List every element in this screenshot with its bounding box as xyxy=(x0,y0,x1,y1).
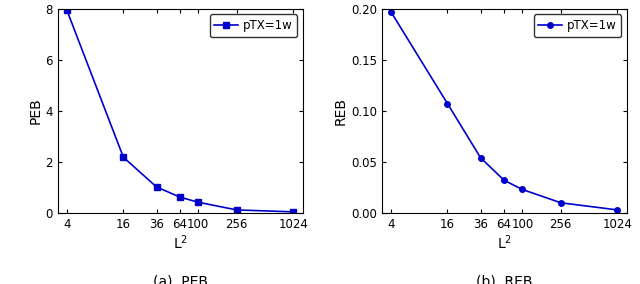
pTX=1w xyxy=(518,188,526,191)
pTX=1w xyxy=(477,156,484,160)
pTX=1w xyxy=(233,208,241,212)
Line: pTX=1w: pTX=1w xyxy=(388,9,620,213)
pTX=1w xyxy=(120,156,127,159)
Line: pTX=1w: pTX=1w xyxy=(64,7,296,215)
pTX=1w xyxy=(63,8,70,11)
X-axis label: L$^2$: L$^2$ xyxy=(173,234,188,252)
pTX=1w xyxy=(176,195,184,199)
pTX=1w xyxy=(153,185,161,189)
pTX=1w xyxy=(444,102,451,105)
pTX=1w xyxy=(500,179,508,182)
pTX=1w xyxy=(614,208,621,212)
pTX=1w xyxy=(289,210,297,214)
Y-axis label: REB: REB xyxy=(334,97,348,125)
X-axis label: L$^2$: L$^2$ xyxy=(497,234,512,252)
Text: (a)  PEB: (a) PEB xyxy=(153,274,208,284)
Y-axis label: PEB: PEB xyxy=(28,97,42,124)
Legend: pTX=1w: pTX=1w xyxy=(534,14,621,37)
pTX=1w xyxy=(387,10,395,13)
pTX=1w xyxy=(195,201,202,204)
Legend: pTX=1w: pTX=1w xyxy=(210,14,297,37)
pTX=1w xyxy=(557,201,564,204)
Text: (b)  REB: (b) REB xyxy=(476,274,532,284)
